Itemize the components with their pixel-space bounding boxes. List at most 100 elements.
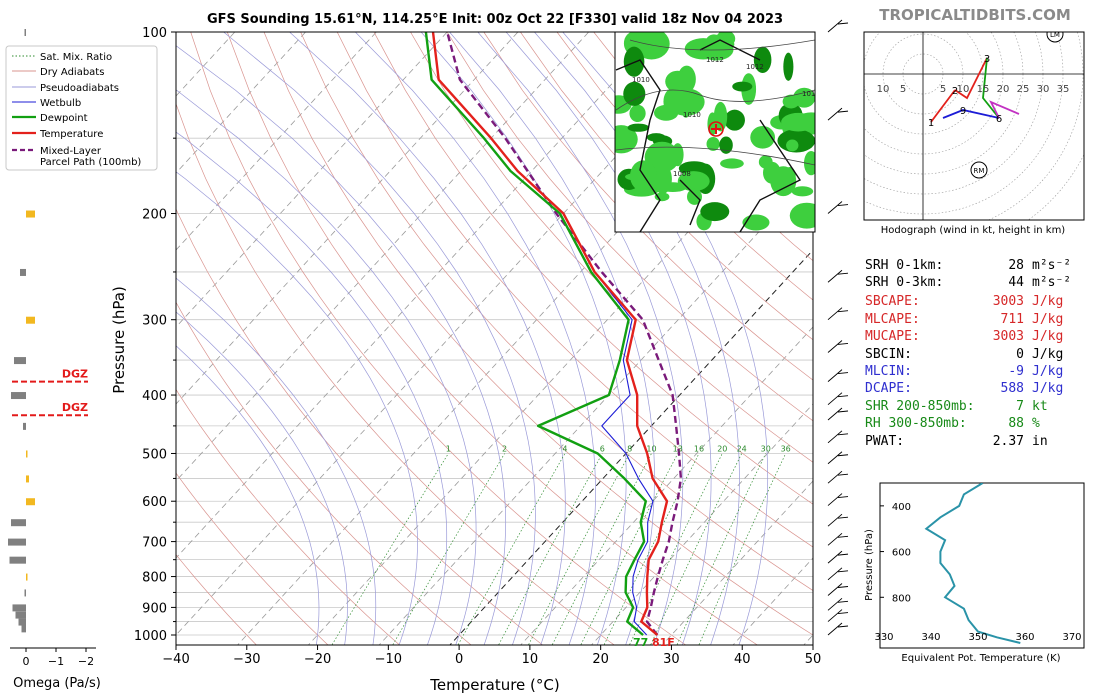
- precip-cell: [786, 139, 799, 152]
- hodo-tick-label: 10: [877, 84, 890, 95]
- x-tick-label: −10: [375, 652, 402, 667]
- site-watermark: TROPICALTIDBITS.COM: [879, 6, 1071, 24]
- wind-barb-staff: [827, 597, 843, 611]
- wind-barb-flag: [837, 586, 849, 588]
- wind-barb-staff: [827, 622, 843, 636]
- hodo-tick-label: 5: [940, 84, 946, 95]
- wind-barb-staff: [827, 407, 843, 421]
- y-tick-label: 800: [142, 571, 167, 586]
- omega-bar: [9, 556, 26, 564]
- thetae-x-label: Equivalent Pot. Temperature (K): [901, 653, 1060, 664]
- pseudoadiabat: [176, 89, 477, 645]
- dgz-markers: DGZ DGZ: [12, 368, 88, 417]
- mixing-ratio-label: 4: [562, 444, 567, 453]
- omega-bar: [24, 589, 26, 597]
- isobar-label: 1012: [706, 56, 724, 64]
- storm-motion-label: RM: [974, 167, 985, 175]
- legend: Sat. Mix. Ratio Dry Adiabats Pseudoadiabat…: [5, 45, 158, 171]
- legend-label: Pseudoadiabats: [40, 83, 119, 94]
- isobar-label: 1012: [746, 63, 764, 71]
- sfc-dewpoint-label: 77: [633, 636, 648, 649]
- y-tick-label: 1000: [134, 629, 167, 644]
- x-tick-label: −40: [162, 652, 189, 667]
- pseudoadiabat: [289, 32, 566, 645]
- y-tick-label: 400: [142, 389, 167, 404]
- hodograph-background: [864, 32, 1084, 220]
- dry-adiabat: [226, 32, 758, 645]
- dry-adiabat: [176, 102, 615, 645]
- wind-barb-flag: [837, 473, 849, 476]
- precip-cell: [783, 52, 794, 81]
- thetae-plot: [924, 483, 1021, 644]
- index-label: SBCAPE:: [865, 294, 920, 309]
- omega-bar: [26, 316, 35, 324]
- omega-bar: [15, 611, 26, 619]
- mixing-ratio-line: [603, 453, 700, 645]
- inset-map: 1012 1010 1010 1008 1010 1012: [614, 31, 816, 233]
- hodograph-ticks: 10 5 5 10 15 20 25 30 35: [877, 84, 1070, 95]
- mixing-ratio-line: [392, 453, 505, 645]
- precip-cell: [724, 109, 745, 131]
- index-unit: J/kg: [1032, 294, 1063, 309]
- wind-barb-flag: [837, 22, 849, 25]
- wind-barb-flag: [837, 395, 849, 398]
- index-unit: in: [1032, 434, 1048, 449]
- pseudoadiabat: [534, 32, 740, 645]
- pseudoadiabat: [562, 32, 769, 645]
- mixing-ratio-line: [551, 453, 652, 645]
- y-tick-label: 600: [142, 495, 167, 510]
- mixing-ratio-line: [629, 453, 723, 645]
- pseudoadiabat: [176, 311, 348, 645]
- sfc-temp-label: 81F: [652, 636, 675, 649]
- isobars: [615, 39, 815, 166]
- index-unit: J/kg: [1032, 347, 1063, 362]
- omega-tick-label: −2: [78, 655, 94, 668]
- hodo-tick-label: 20: [997, 84, 1010, 95]
- omega-bar: [26, 450, 28, 458]
- pseudoadiabat: [449, 32, 655, 645]
- mixing-ratio-label: 6: [600, 444, 605, 453]
- storm-motion-marker: [970, 161, 988, 179]
- precip-cell: [667, 88, 705, 116]
- omega-panel: DGZ DGZ 0 −1 −2 Omega (Pa/s): [8, 29, 101, 691]
- wind-barb-staff: [827, 583, 843, 596]
- mixing-ratio-line: [698, 453, 787, 645]
- omega-bar: [26, 498, 35, 506]
- wind-barb-staff: [827, 201, 843, 214]
- x-tick-label: −30: [233, 652, 260, 667]
- thetae-frame: [879, 482, 1085, 649]
- omega-bar: [11, 519, 26, 527]
- x-tick-label: 40: [734, 652, 751, 667]
- omega-bar: [18, 618, 26, 626]
- precip-cell: [665, 70, 690, 93]
- omega-bar: [26, 210, 35, 218]
- precip-cell: [770, 166, 797, 197]
- wind-barb-flag: [837, 535, 849, 538]
- precip-cell: [803, 151, 815, 176]
- omega-tick-label: 0: [23, 655, 30, 668]
- index-value: 0: [1016, 347, 1024, 362]
- dry-adiabat: [176, 301, 472, 645]
- wind-barb-flag: [837, 516, 849, 519]
- precip-cell: [781, 112, 815, 132]
- legend-label: Dry Adiabats: [40, 67, 104, 78]
- hodo-height-label: 9: [960, 106, 966, 117]
- pseudoadiabat: [176, 277, 377, 645]
- pseudoadiabat: [355, 32, 596, 645]
- dry-adiabat: [176, 553, 257, 645]
- index-unit: J/kg: [1032, 364, 1063, 379]
- thetae-x-tick: 350: [968, 632, 987, 643]
- pseudoadiabat: [477, 32, 684, 645]
- index-value: 7: [1016, 399, 1024, 414]
- wind-barb-flag: [837, 600, 849, 603]
- index-unit: J/kg: [1032, 381, 1063, 396]
- index-label: MLCAPE:: [865, 312, 920, 327]
- wind-barb-staff: [827, 392, 843, 406]
- wind-barb-staff: [827, 609, 843, 622]
- hodo-height-label: 6: [996, 114, 1002, 125]
- pseudoadiabat: [176, 171, 418, 645]
- y-tick-label: 500: [142, 447, 167, 462]
- dry-adiabat: [483, 32, 813, 381]
- indices-table: SRH 0-1km: 28 m²s⁻² SRH 0-3km: 44 m²s⁻² SBCAPE…: [865, 258, 1071, 449]
- wind-barb-flag: [837, 570, 849, 573]
